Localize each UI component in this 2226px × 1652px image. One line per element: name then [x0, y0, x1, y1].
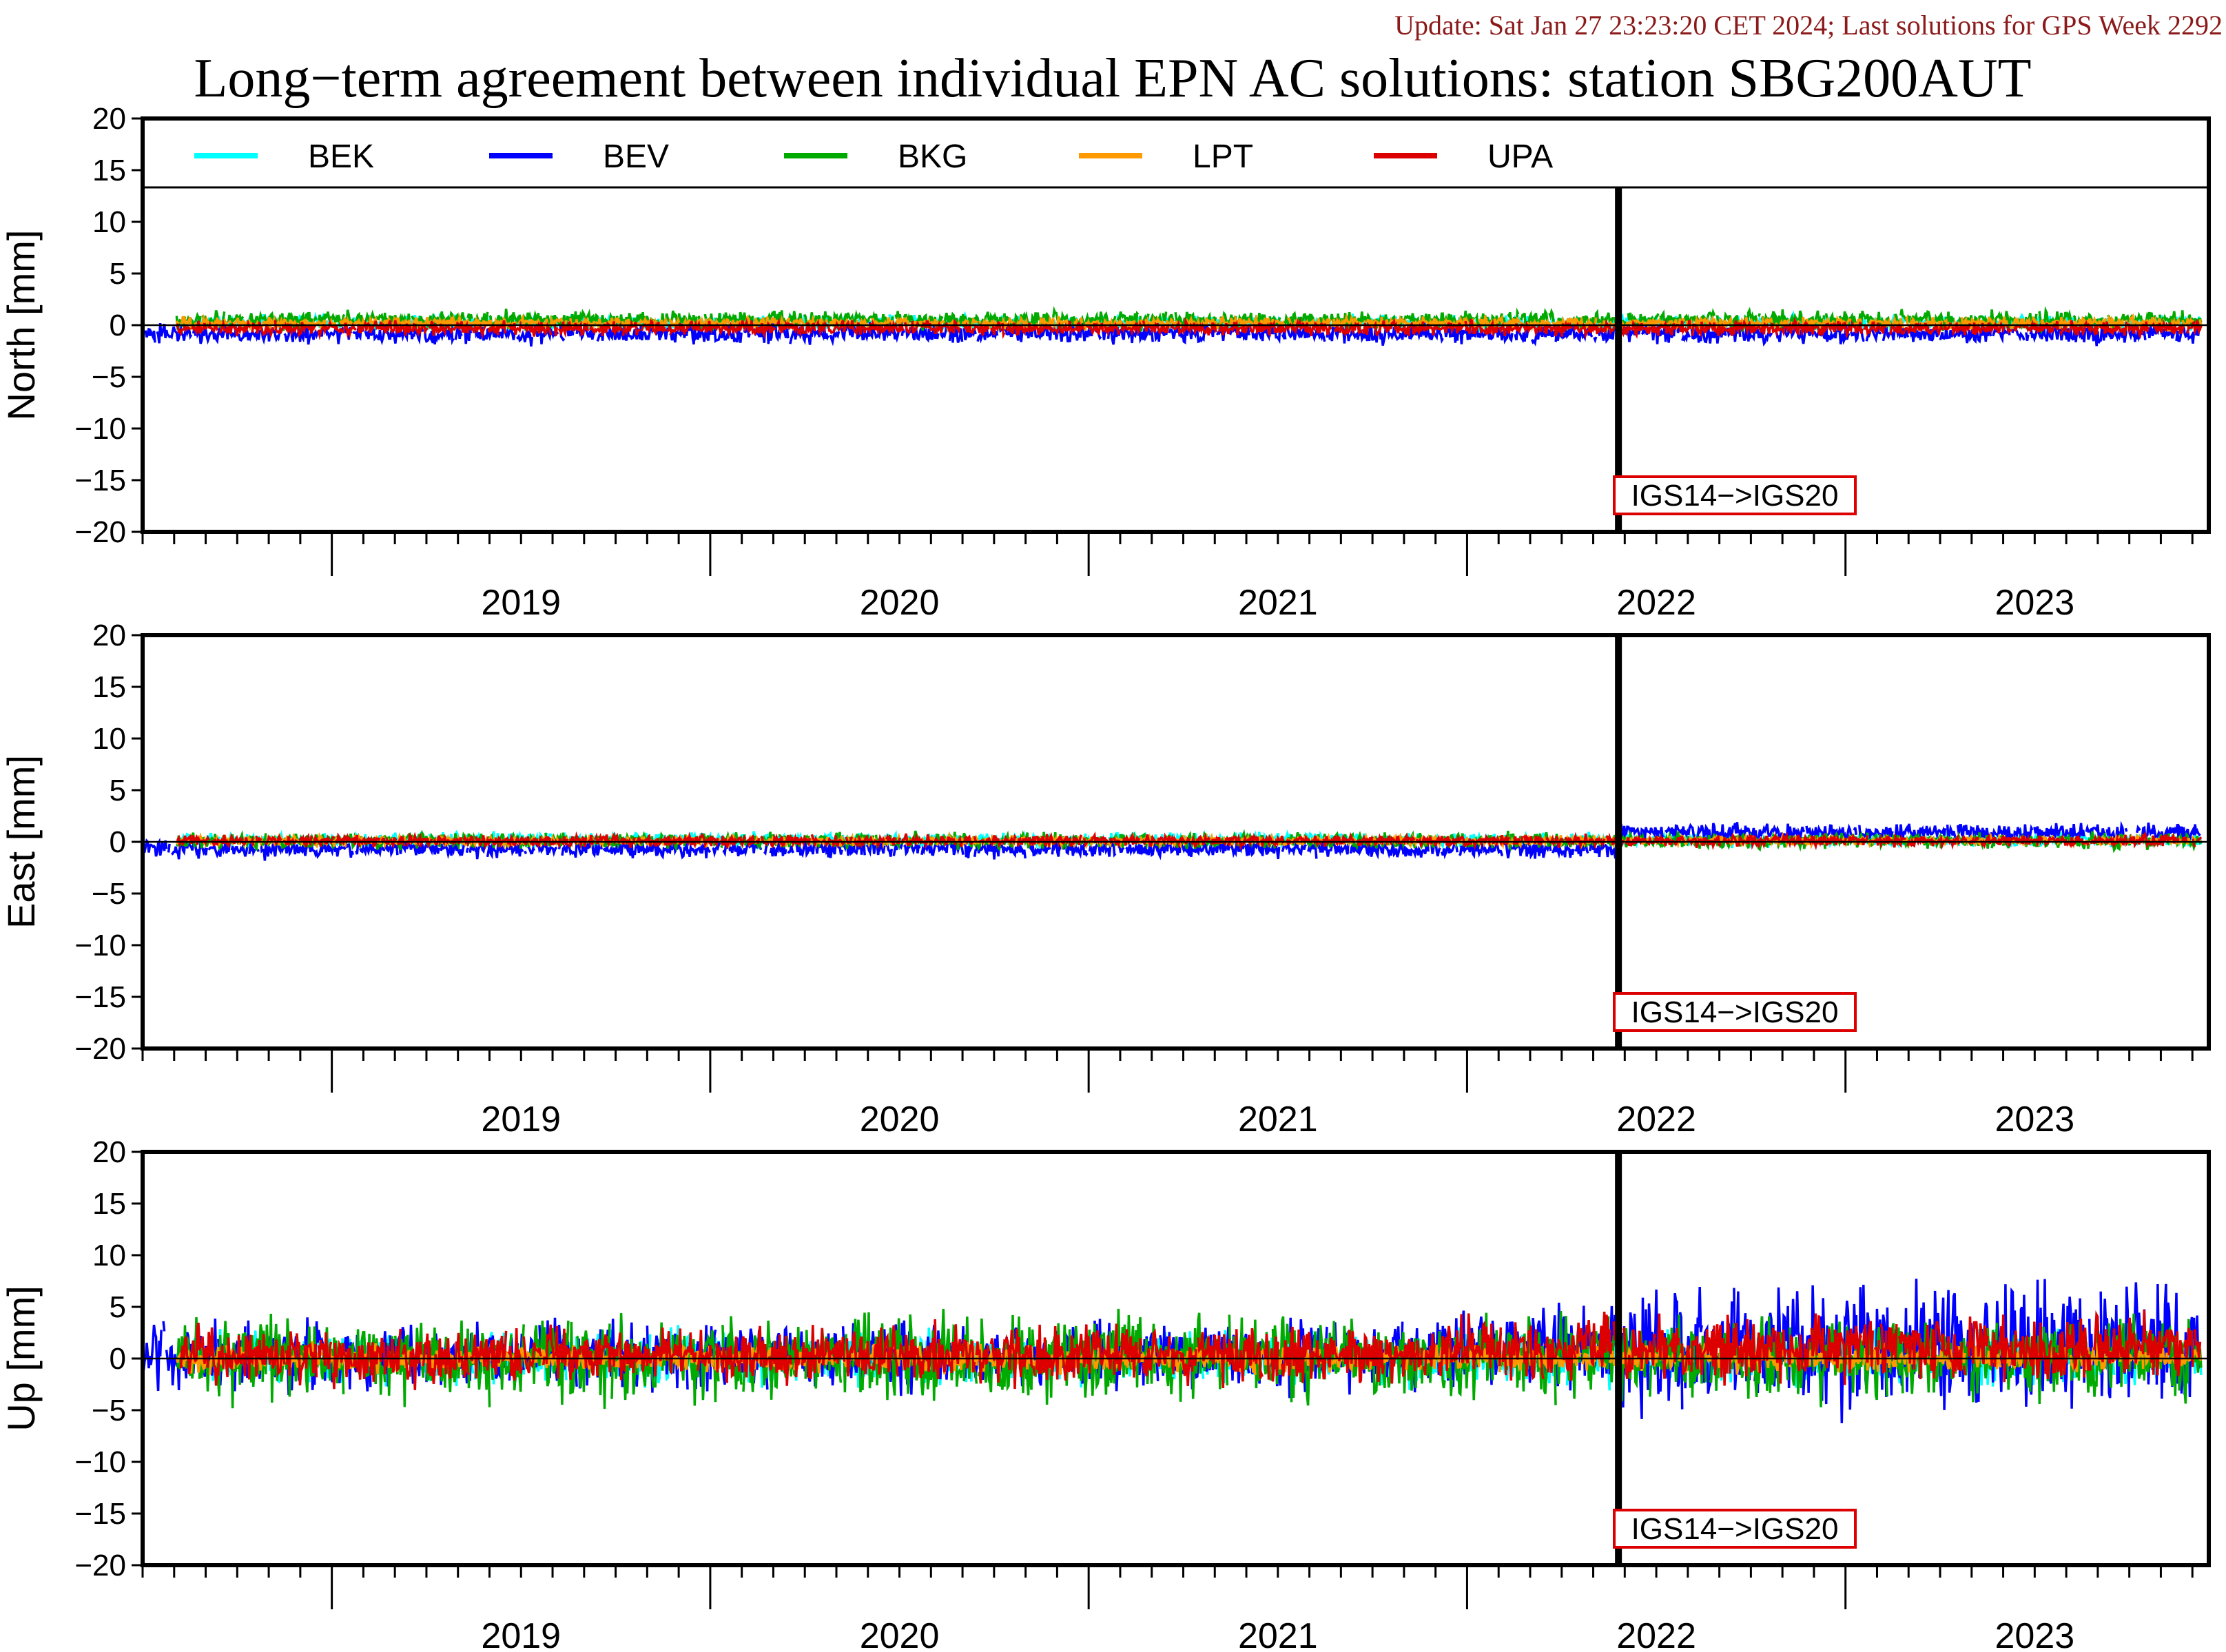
ytick-label: −15 [74, 1497, 126, 1531]
ytick-label: 0 [110, 309, 126, 342]
legend-label-bek: BEK [308, 138, 374, 175]
transition-label-box [1613, 992, 1857, 1032]
plot-frame [141, 633, 2211, 1051]
xtick-label: 2023 [1995, 1099, 2074, 1139]
xtick-label: 2019 [481, 1616, 561, 1652]
ytick-label: −15 [74, 464, 126, 497]
xtick-label: 2020 [860, 583, 940, 623]
y-axis-label: Up [mm] [0, 1286, 43, 1432]
transition-label: IGS14−>IGS20 [1631, 479, 1839, 513]
panel-east: 20 15 10 5 0 −5 −10 −15 −20 2019 2020 2021 2022 2023 E… [0, 619, 2211, 1139]
xtick-label: 2020 [860, 1616, 940, 1652]
ytick-label: 5 [110, 1290, 126, 1324]
legend-label-upa: UPA [1487, 138, 1553, 175]
series-group [143, 1279, 2203, 1423]
xtick-label: 2019 [481, 583, 561, 623]
update-text: Update: Sat Jan 27 23:23:20 CET 2024; La… [1394, 10, 2223, 41]
xtick-label: 2021 [1238, 1616, 1318, 1652]
plot-frame [141, 1150, 2211, 1567]
panel-north: 20 15 10 5 0 −5 −10 −15 −20 2019 2020 2021 2022 2023 N… [0, 102, 2211, 623]
ytick-label: 5 [110, 257, 126, 291]
ytick-label: 5 [110, 774, 126, 807]
ytick-label: 10 [92, 1239, 126, 1272]
legend-label-lpt: LPT [1193, 138, 1253, 175]
panel-up: 20 15 10 5 0 −5 −10 −15 −20 2019 2020 2021 2022 2023 U… [0, 1135, 2211, 1652]
xtick-label: 2022 [1616, 1099, 1696, 1139]
xtick-label: 2023 [1995, 583, 2074, 623]
ytick-label: −5 [92, 360, 126, 394]
ytick-label: 0 [110, 1342, 126, 1376]
xtick-label: 2021 [1238, 583, 1318, 623]
xtick-label: 2022 [1616, 1616, 1696, 1652]
ytick-label: −10 [74, 1445, 126, 1479]
ytick-label: 20 [92, 619, 126, 652]
xtick-label: 2022 [1616, 583, 1696, 623]
ytick-label: 15 [92, 1187, 126, 1221]
ytick-label: 10 [92, 722, 126, 756]
xtick-label: 2020 [860, 1099, 940, 1139]
ytick-label: 20 [92, 102, 126, 136]
ytick-label: 10 [92, 205, 126, 239]
y-axis-label: East [mm] [0, 755, 43, 929]
legend-background [143, 118, 2209, 187]
ytick-label: 15 [92, 154, 126, 187]
ytick-label: −10 [74, 929, 126, 962]
ytick-label: −20 [74, 515, 126, 549]
xtick-label: 2023 [1995, 1616, 2074, 1652]
transition-label-box [1613, 475, 1857, 515]
ytick-label: 0 [110, 825, 126, 859]
ytick-label: −5 [92, 1394, 126, 1427]
y-axis-label: North [mm] [0, 230, 43, 421]
legend-label-bkg: BKG [898, 138, 967, 175]
ytick-label: −15 [74, 980, 126, 1014]
xtick-label: 2019 [481, 1099, 561, 1139]
transition-label: IGS14−>IGS20 [1631, 1512, 1839, 1546]
chart-title: Long−term agreement between individual E… [194, 48, 2031, 109]
plot-frame [141, 116, 2211, 534]
transition-label: IGS14−>IGS20 [1631, 995, 1839, 1029]
ytick-label: −20 [74, 1032, 126, 1066]
ytick-label: −5 [92, 877, 126, 911]
legend-label-bev: BEV [603, 138, 669, 175]
ytick-label: 15 [92, 670, 126, 704]
ytick-label: −20 [74, 1549, 126, 1582]
xtick-label: 2021 [1238, 1099, 1318, 1139]
series-group [143, 306, 2203, 347]
ytick-label: 20 [92, 1135, 126, 1169]
ytick-label: −10 [74, 412, 126, 446]
transition-label-box [1613, 1509, 1857, 1549]
